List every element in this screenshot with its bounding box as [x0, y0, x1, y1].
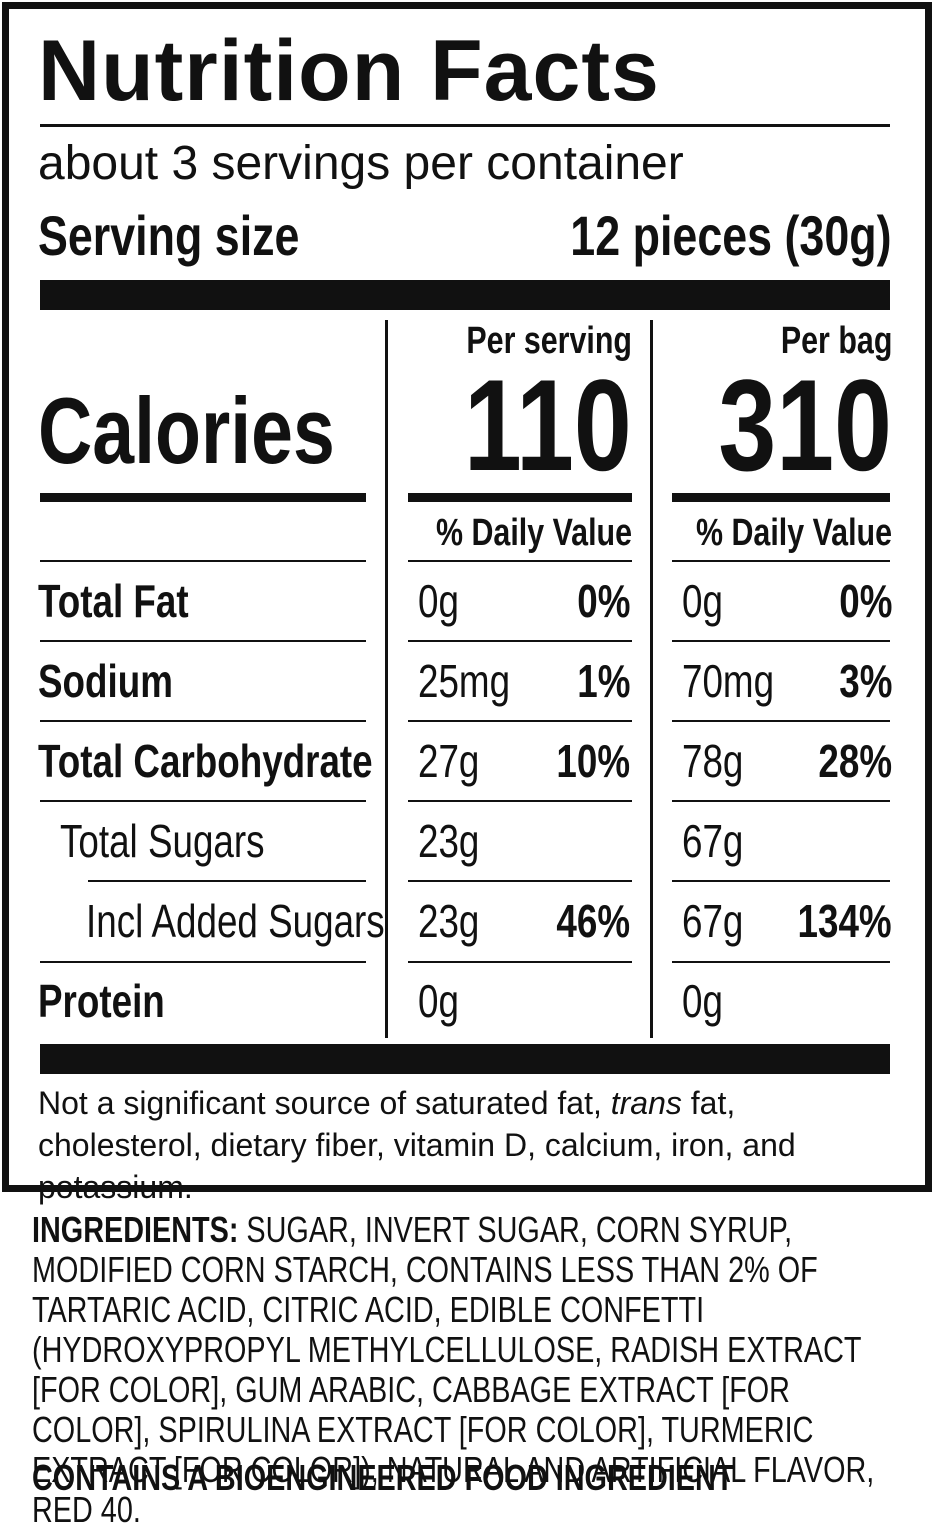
rule: [672, 560, 890, 562]
amount: 0g: [418, 575, 459, 627]
daily-value: 1%: [576, 655, 630, 707]
rule: [88, 880, 366, 882]
daily-value: 0%: [576, 575, 630, 627]
rule: [40, 560, 366, 562]
amount: 23g: [418, 815, 480, 867]
rule: [672, 493, 890, 502]
nutrient-name: Total Fat: [38, 575, 189, 627]
dv-header: % Daily Value: [695, 512, 892, 554]
amount: 78g: [682, 735, 744, 787]
serving-size-value: 12 pieces (30g): [570, 204, 892, 267]
column-divider: [385, 320, 388, 1038]
thick-rule: [40, 280, 890, 310]
calories-label: Calories: [38, 378, 335, 483]
rule: [40, 640, 366, 642]
footnote: Not a significant source of saturated fa…: [38, 1082, 898, 1208]
column-divider: [650, 320, 653, 1038]
rule: [40, 800, 366, 802]
rule: [408, 720, 632, 722]
daily-value: 28%: [818, 735, 892, 787]
bioengineered: CONTAINS A BIOENGINEERED FOOD INGREDIENT: [32, 1457, 734, 1498]
daily-value: 46%: [556, 895, 630, 947]
daily-value: 134%: [797, 895, 892, 947]
serving-size-label: Serving size: [38, 204, 300, 267]
daily-value: 0%: [838, 575, 892, 627]
footnote-text: Not a significant source of saturated fa…: [38, 1085, 611, 1121]
rule: [40, 720, 366, 722]
amount: 23g: [418, 895, 480, 947]
rule: [672, 720, 890, 722]
daily-value: 3%: [838, 655, 892, 707]
amount: 70mg: [682, 655, 775, 707]
rule: [40, 493, 366, 502]
nutrient-name: Incl Added Sugars: [86, 895, 385, 947]
amount: 0g: [682, 575, 723, 627]
footnote-italic: trans: [610, 1085, 682, 1121]
rule: [408, 640, 632, 642]
rule: [672, 800, 890, 802]
dv-header: % Daily Value: [435, 512, 632, 554]
nutrient-name: Sodium: [38, 655, 173, 707]
rule: [408, 800, 632, 802]
amount: 0g: [418, 975, 459, 1027]
nutrient-name: Total Carbohydrate: [38, 735, 373, 787]
amount: 25mg: [418, 655, 511, 707]
ingredients-label: INGREDIENTS:: [32, 1209, 239, 1250]
amount: 67g: [682, 815, 744, 867]
title: Nutrition Facts: [38, 23, 660, 119]
rule: [40, 124, 890, 127]
calories-value: 310: [718, 352, 892, 498]
amount: 0g: [682, 975, 723, 1027]
frame: [2, 2, 932, 1192]
rule: [672, 880, 890, 882]
rule: [408, 493, 632, 502]
nutrient-name: Total Sugars: [60, 815, 265, 867]
daily-value: 10%: [556, 735, 630, 787]
rule: [408, 560, 632, 562]
servings: about 3 servings per container: [38, 137, 684, 190]
amount: 67g: [682, 895, 744, 947]
rule: [40, 961, 366, 963]
rule: [672, 961, 890, 963]
rule: [408, 961, 632, 963]
ingredients: INGREDIENTS: SUGAR, INVERT SUGAR, CORN S…: [32, 1210, 896, 1530]
amount: 27g: [418, 735, 480, 787]
rule: [408, 880, 632, 882]
ingredients-text: SUGAR, INVERT SUGAR, CORN SYRUP, MODIFIE…: [32, 1209, 875, 1530]
rule: [672, 640, 890, 642]
footnote-text: fat, cholesterol, dietary fiber, vitamin…: [38, 1085, 796, 1205]
calories-value: 110: [464, 352, 632, 498]
column-header: Per bag: [780, 320, 892, 362]
nutrient-name: Protein: [38, 975, 165, 1027]
thick-rule: [40, 1044, 890, 1074]
column-header: Per serving: [466, 320, 632, 362]
